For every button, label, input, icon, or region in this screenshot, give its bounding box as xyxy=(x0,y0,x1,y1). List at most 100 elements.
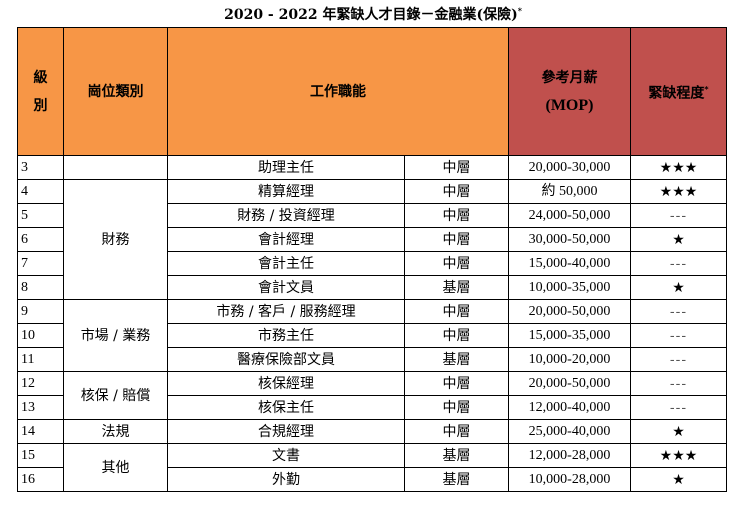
row-number: 9 xyxy=(17,299,64,324)
row-number: 14 xyxy=(17,419,64,444)
table-row: 15 其他 文書 基層 12,000-28,000 ★★★ xyxy=(17,443,727,492)
row-number: 7 xyxy=(17,251,64,276)
category-underwriting: 核保 / 賠償 xyxy=(63,371,168,420)
row-number: 12 xyxy=(17,371,64,396)
shortage-cell: ★★★ xyxy=(630,179,727,204)
header-category: 崗位類別 xyxy=(63,27,168,156)
table-row: 6 會計經理 中層 30,000-50,000 ★ xyxy=(17,227,727,252)
table-row: 10 市務主任 中層 15,000-35,000 --- xyxy=(17,323,727,348)
table-row: 3 助理主任 中層 20,000-30,000 ★★★ xyxy=(17,155,727,180)
shortage-cell: --- xyxy=(630,395,727,420)
tier-cell: 中層 xyxy=(404,299,509,324)
tier-cell: 中層 xyxy=(404,179,509,204)
function-cell: 市務 / 客戶 / 服務經理 xyxy=(167,299,405,324)
salary-cell: 15,000-40,000 xyxy=(508,251,631,276)
shortage-cell: --- xyxy=(630,251,727,276)
salary-cell: 10,000-28,000 xyxy=(508,467,631,492)
shortage-cell: --- xyxy=(630,299,727,324)
salary-cell: 10,000-20,000 xyxy=(508,347,631,372)
function-cell: 醫療保險部文員 xyxy=(167,347,405,372)
table-row: 14 法規 合規經理 中層 25,000-40,000 ★ xyxy=(17,419,727,444)
title-footnote-mark: * xyxy=(517,5,522,16)
table-row: 11 醫療保險部文員 基層 10,000-20,000 --- xyxy=(17,347,727,372)
table-row: 16 外勤 基層 10,000-28,000 ★ xyxy=(17,467,727,492)
shortage-table: 級別 崗位類別 工作職能 參考月薪 (MOP) 緊缺程度* 3 助理主任 中層 … xyxy=(17,27,727,492)
table-row: 12 核保 / 賠償 核保經理 中層 20,000-50,000 --- xyxy=(17,371,727,420)
row-number: 4 xyxy=(17,179,64,204)
row-number: 6 xyxy=(17,227,64,252)
function-cell: 外勤 xyxy=(167,467,405,492)
row-number: 8 xyxy=(17,275,64,300)
shortage-cell: --- xyxy=(630,203,727,228)
tier-cell: 基層 xyxy=(404,275,509,300)
tier-cell: 中層 xyxy=(404,323,509,348)
category-compliance: 法規 xyxy=(63,419,168,444)
header-shortage: 緊缺程度* xyxy=(630,27,727,156)
row-number: 5 xyxy=(17,203,64,228)
header-shortage-mark: * xyxy=(704,84,709,94)
salary-cell: 20,000-50,000 xyxy=(508,371,631,396)
row-number: 11 xyxy=(17,347,64,372)
shortage-cell: ★ xyxy=(630,275,727,300)
function-cell: 市務主任 xyxy=(167,323,405,348)
header-level: 級別 xyxy=(17,27,64,156)
function-cell: 核保經理 xyxy=(167,371,405,396)
salary-cell: 25,000-40,000 xyxy=(508,419,631,444)
tier-cell: 中層 xyxy=(404,227,509,252)
function-cell: 會計主任 xyxy=(167,251,405,276)
table-row: 7 會計主任 中層 15,000-40,000 --- xyxy=(17,251,727,276)
shortage-cell: ★ xyxy=(630,467,727,492)
header-row: 級別 崗位類別 工作職能 參考月薪 (MOP) 緊缺程度* xyxy=(17,27,727,156)
title-text: 2020 - 2022 年緊缺人才目錄－金融業(保險) xyxy=(224,7,518,23)
tier-cell: 中層 xyxy=(404,395,509,420)
tier-cell: 基層 xyxy=(404,443,509,468)
function-cell: 精算經理 xyxy=(167,179,405,204)
tier-cell: 中層 xyxy=(404,203,509,228)
salary-cell: 20,000-30,000 xyxy=(508,155,631,180)
salary-cell: 12,000-40,000 xyxy=(508,395,631,420)
page-title: 2020 - 2022 年緊缺人才目錄－金融業(保險)* xyxy=(0,4,746,24)
category-marketing: 市場 / 業務 xyxy=(63,299,168,372)
salary-cell: 30,000-50,000 xyxy=(508,227,631,252)
header-salary: 參考月薪 (MOP) xyxy=(508,27,631,156)
tier-cell: 基層 xyxy=(404,467,509,492)
salary-cell: 10,000-35,000 xyxy=(508,275,631,300)
function-cell: 合規經理 xyxy=(167,419,405,444)
row-number: 3 xyxy=(17,155,64,180)
salary-cell: 15,000-35,000 xyxy=(508,323,631,348)
table-row: 8 會計文員 基層 10,000-35,000 ★ xyxy=(17,275,727,300)
row-number: 13 xyxy=(17,395,64,420)
salary-cell: 12,000-28,000 xyxy=(508,443,631,468)
header-salary-label: 參考月薪 xyxy=(541,69,598,86)
category-other: 其他 xyxy=(63,443,168,492)
tier-cell: 中層 xyxy=(404,419,509,444)
tier-cell: 中層 xyxy=(404,155,509,180)
shortage-cell: --- xyxy=(630,347,727,372)
shortage-cell: ★★★ xyxy=(630,443,727,468)
category-cell-empty xyxy=(63,155,168,180)
tier-cell: 基層 xyxy=(404,347,509,372)
salary-cell: 24,000-50,000 xyxy=(508,203,631,228)
table-row: 9 市場 / 業務 市務 / 客戶 / 服務經理 中層 20,000-50,00… xyxy=(17,299,727,372)
function-cell: 核保主任 xyxy=(167,395,405,420)
category-finance: 財務 xyxy=(63,179,168,300)
row-number: 10 xyxy=(17,323,64,348)
shortage-cell: ★ xyxy=(630,227,727,252)
salary-cell: 20,000-50,000 xyxy=(508,299,631,324)
salary-cell: 約 50,000 xyxy=(508,179,631,204)
header-function: 工作職能 xyxy=(167,27,509,156)
shortage-cell: ★★★ xyxy=(630,155,727,180)
header-salary-unit: (MOP) xyxy=(545,96,594,114)
table-row: 4 財務 精算經理 中層 約 50,000 ★★★ xyxy=(17,179,727,300)
row-number: 16 xyxy=(17,467,64,492)
shortage-cell: --- xyxy=(630,371,727,396)
function-cell: 財務 / 投資經理 xyxy=(167,203,405,228)
tier-cell: 中層 xyxy=(404,371,509,396)
function-cell: 助理主任 xyxy=(167,155,405,180)
function-cell: 會計文員 xyxy=(167,275,405,300)
shortage-cell: ★ xyxy=(630,419,727,444)
function-cell: 會計經理 xyxy=(167,227,405,252)
row-number: 15 xyxy=(17,443,64,468)
shortage-cell: --- xyxy=(630,323,727,348)
tier-cell: 中層 xyxy=(404,251,509,276)
